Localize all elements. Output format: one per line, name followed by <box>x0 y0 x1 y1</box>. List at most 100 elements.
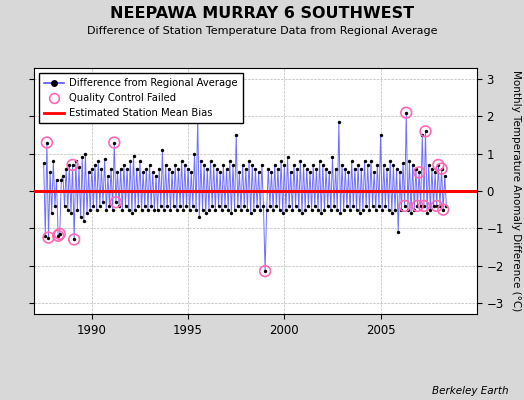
Point <box>418 132 427 138</box>
Point <box>407 210 415 216</box>
Point <box>45 234 53 241</box>
Point <box>394 229 402 235</box>
Point <box>140 203 149 209</box>
Point <box>299 162 308 168</box>
Point <box>302 166 311 172</box>
Point <box>269 206 277 213</box>
Point <box>125 206 133 213</box>
Point <box>391 206 399 213</box>
Point <box>107 166 115 172</box>
Point <box>227 210 236 216</box>
Point <box>320 206 329 213</box>
Point <box>157 203 165 209</box>
Point <box>123 166 132 172</box>
Point <box>174 166 183 172</box>
Point <box>221 203 229 209</box>
Point <box>137 206 146 213</box>
Point <box>235 169 244 176</box>
Point <box>178 158 186 164</box>
Point <box>179 206 188 213</box>
Point <box>176 203 184 209</box>
Point <box>139 169 147 176</box>
Point <box>413 203 422 209</box>
Point <box>332 166 340 172</box>
Point <box>249 206 258 213</box>
Point <box>128 210 136 216</box>
Point <box>311 203 319 209</box>
Point <box>89 203 97 209</box>
Point <box>42 139 51 146</box>
Point <box>322 166 330 172</box>
Point <box>78 154 86 161</box>
Point <box>150 206 159 213</box>
Point <box>72 158 80 164</box>
Point <box>229 162 237 168</box>
Point <box>347 158 356 164</box>
Point <box>396 169 404 176</box>
Point <box>46 169 54 176</box>
Point <box>275 206 283 213</box>
Point <box>413 203 422 209</box>
Point <box>193 113 202 120</box>
Point <box>70 236 79 243</box>
Point <box>68 162 77 168</box>
Point <box>439 206 447 213</box>
Point <box>149 169 157 176</box>
Point <box>45 234 53 241</box>
Point <box>279 210 287 216</box>
Point <box>219 162 227 168</box>
Point <box>389 162 398 168</box>
Point <box>99 199 107 205</box>
Point <box>59 173 67 179</box>
Point <box>253 203 261 209</box>
Point <box>266 203 274 209</box>
Point <box>133 166 141 172</box>
Point <box>298 210 306 216</box>
Point <box>39 160 48 166</box>
Point <box>400 203 409 209</box>
Point <box>261 268 269 274</box>
Point <box>344 169 353 176</box>
Point <box>323 203 332 209</box>
Point <box>258 162 266 168</box>
Point <box>158 147 167 153</box>
Point <box>343 203 351 209</box>
Point <box>203 166 212 172</box>
Point <box>105 203 114 209</box>
Point <box>214 203 223 209</box>
Point <box>205 206 213 213</box>
Point <box>434 162 443 168</box>
Point <box>333 206 342 213</box>
Point <box>364 162 372 168</box>
Point <box>270 162 279 168</box>
Point <box>426 206 434 213</box>
Point <box>438 166 446 172</box>
Point <box>287 169 295 176</box>
Point <box>367 158 375 164</box>
Point <box>282 206 290 213</box>
Point <box>429 203 438 209</box>
Point <box>75 164 83 170</box>
Point <box>383 166 391 172</box>
Point <box>421 128 430 134</box>
Point <box>338 162 346 168</box>
Point <box>274 166 282 172</box>
Point <box>285 203 293 209</box>
Point <box>242 166 250 172</box>
Point <box>415 169 423 176</box>
Point <box>112 199 120 205</box>
Point <box>192 206 200 213</box>
Point <box>436 203 444 209</box>
Point <box>91 162 99 168</box>
Point <box>264 166 272 172</box>
Text: Berkeley Earth: Berkeley Earth <box>432 386 508 396</box>
Point <box>185 206 194 213</box>
Point <box>210 162 218 168</box>
Point <box>54 232 62 239</box>
Text: Difference of Station Temperature Data from Regional Average: Difference of Station Temperature Data f… <box>87 26 437 36</box>
Point <box>351 166 359 172</box>
Point <box>256 206 265 213</box>
Point <box>420 203 428 209</box>
Point <box>301 206 309 213</box>
Point <box>263 206 271 213</box>
